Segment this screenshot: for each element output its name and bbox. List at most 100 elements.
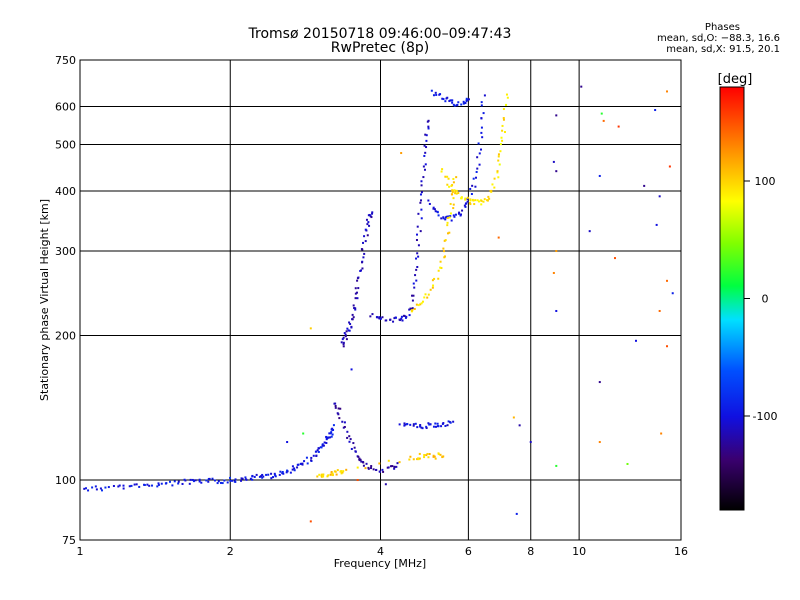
trace-point — [500, 136, 503, 139]
trace-point — [423, 144, 426, 147]
trace-point — [420, 199, 423, 202]
trace-point — [339, 407, 342, 410]
trace-point — [432, 284, 435, 287]
trace-point — [157, 482, 160, 485]
trace-point — [446, 175, 449, 178]
trace-point — [422, 176, 425, 179]
trace-point — [317, 447, 320, 450]
trace-point — [322, 444, 325, 447]
trace-point — [353, 446, 356, 449]
x-tick-label: 1 — [77, 545, 84, 558]
scatter-point — [626, 462, 629, 465]
trace-point — [405, 315, 408, 318]
trace-point — [322, 473, 325, 476]
scatter-point — [497, 236, 500, 239]
trace-point — [474, 185, 477, 188]
trace-point — [464, 197, 467, 200]
trace-point — [478, 163, 481, 166]
trace-point — [171, 484, 174, 487]
trace-point — [395, 465, 398, 468]
trace-point — [349, 438, 352, 441]
scatter-point — [658, 309, 661, 312]
trace-point — [340, 341, 343, 344]
scatter-point — [580, 85, 583, 88]
trace-point — [427, 127, 430, 130]
scatter-point — [356, 479, 359, 482]
trace-point — [446, 224, 449, 227]
scatter-point — [552, 271, 555, 274]
trace-point — [365, 218, 368, 221]
trace-point — [291, 468, 294, 471]
trace-point — [444, 218, 447, 221]
trace-point — [306, 462, 309, 465]
scatter-point — [400, 152, 403, 155]
trace-point — [432, 206, 435, 209]
trace-point — [496, 171, 499, 174]
scatter-point — [668, 165, 671, 168]
trace-point — [342, 336, 345, 339]
trace-point — [444, 255, 447, 258]
colorbar-tick-label: 100 — [755, 175, 776, 188]
trace-point — [439, 266, 442, 269]
trace-point — [437, 214, 440, 217]
trace-point — [208, 477, 211, 480]
trace-point — [177, 482, 180, 485]
trace-point — [274, 475, 277, 478]
trace-point — [348, 440, 351, 443]
scatter-point — [302, 432, 305, 435]
trace-point — [378, 316, 381, 319]
trace-point — [423, 456, 426, 459]
trace-point — [497, 155, 500, 158]
scatter-point — [555, 309, 558, 312]
trace-point — [245, 478, 248, 481]
trace-point — [425, 427, 428, 430]
trace-point — [448, 100, 451, 103]
trace-point — [416, 252, 419, 255]
trace-point — [437, 425, 440, 428]
scatter-point — [655, 223, 658, 226]
trace-point — [332, 424, 335, 427]
scatter-point — [515, 512, 518, 515]
trace-point — [104, 486, 107, 489]
colorbar-label: [deg] — [718, 72, 753, 87]
trace-point — [356, 466, 359, 469]
trace-point — [418, 457, 421, 460]
trace-point — [419, 201, 422, 204]
trace-point — [342, 343, 345, 346]
trace-point — [452, 214, 455, 217]
trace-point — [330, 431, 333, 434]
trace-point — [496, 170, 499, 173]
trace-point — [434, 457, 437, 460]
trace-point — [234, 480, 237, 483]
trace-point — [336, 469, 339, 472]
trace-point — [376, 316, 379, 319]
trace-point — [453, 215, 456, 218]
scatter-point — [600, 112, 603, 115]
trace-point — [394, 316, 397, 319]
trace-point — [354, 308, 357, 311]
trace-point — [143, 484, 146, 487]
trace-point — [401, 319, 404, 322]
trace-point — [320, 446, 323, 449]
trace-point — [425, 146, 428, 149]
trace-point — [341, 420, 344, 423]
trace-point — [95, 488, 98, 491]
trace-point — [420, 180, 423, 183]
trace-point — [192, 480, 195, 483]
scatter-point — [617, 125, 620, 128]
trace-point — [444, 239, 447, 242]
trace-point — [432, 454, 435, 457]
y-tick-label: 100 — [55, 474, 76, 487]
trace-point — [421, 300, 424, 303]
trace-point — [446, 221, 449, 224]
trace-point — [451, 189, 454, 192]
scatter-point — [552, 160, 555, 163]
trace-point — [354, 297, 357, 300]
trace-point — [469, 199, 472, 202]
trace-point — [342, 426, 345, 429]
trace-point — [449, 421, 452, 424]
trace-point — [334, 404, 337, 407]
trace-point — [415, 268, 418, 271]
trace-point — [480, 148, 483, 151]
trace-point — [350, 326, 353, 329]
